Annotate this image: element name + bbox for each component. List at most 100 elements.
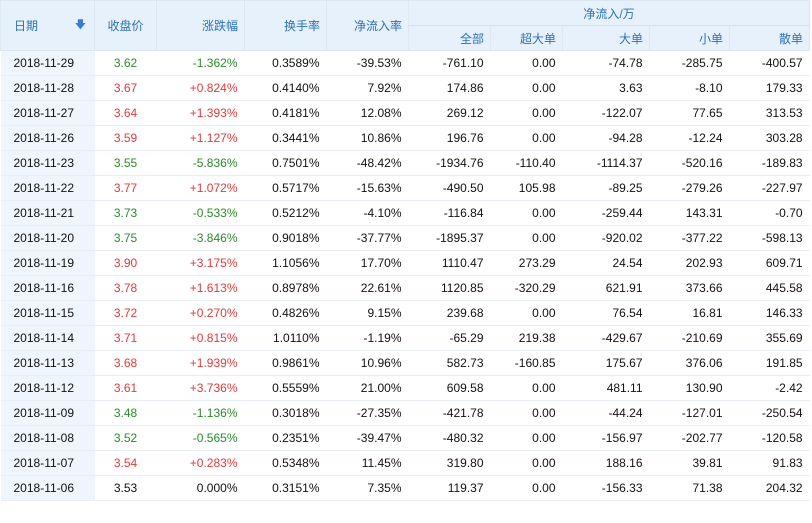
- change-cell: +0.815%: [156, 325, 245, 351]
- super-column-header[interactable]: 超大单: [490, 25, 563, 51]
- date-column-header[interactable]: 日期 🡇: [0, 0, 95, 51]
- large-column-header[interactable]: 大单: [562, 25, 650, 51]
- net-retail-cell: -120.58: [729, 425, 810, 451]
- net-rate-cell: -4.10%: [326, 200, 409, 226]
- net-super-cell: -320.29: [490, 275, 563, 301]
- net-small-cell: 39.81: [649, 450, 730, 476]
- net-small-cell: -202.77: [649, 425, 730, 451]
- close-price-cell: 3.77: [94, 175, 157, 201]
- net-rate-column-header[interactable]: 净流入率: [326, 0, 409, 51]
- close-price-cell: 3.73: [94, 200, 157, 226]
- net-large-cell: 481.11: [562, 375, 650, 401]
- net-all-cell: 269.12: [408, 100, 491, 126]
- date-cell: 2018-11-12: [0, 375, 95, 401]
- turnover-cell: 0.5717%: [244, 175, 327, 201]
- net-small-cell: -12.24: [649, 125, 730, 151]
- turnover-cell: 0.4140%: [244, 75, 327, 101]
- net-small-cell: 373.66: [649, 275, 730, 301]
- net-all-cell: 1110.47: [408, 250, 491, 276]
- date-cell: 2018-11-19: [0, 250, 95, 276]
- turnover-column-header[interactable]: 换手率: [244, 0, 327, 51]
- net-small-cell: 143.31: [649, 200, 730, 226]
- net-super-cell: 0.00: [490, 125, 563, 151]
- net-retail-cell: 146.33: [729, 300, 810, 326]
- table-row: 2018-11-28 3.67 +0.824% 0.4140% 7.92% 174.86 0…: [0, 75, 810, 101]
- net-small-cell: -127.01: [649, 400, 730, 426]
- net-large-cell: -156.33: [562, 475, 650, 501]
- date-cell: 2018-11-14: [0, 325, 95, 351]
- date-cell: 2018-11-09: [0, 400, 95, 426]
- table-row: 2018-11-20 3.75 -3.846% 0.9018% -37.77% -1895…: [0, 225, 810, 251]
- net-small-cell: -520.16: [649, 150, 730, 176]
- change-cell: -0.565%: [156, 425, 245, 451]
- close-price-cell: 3.55: [94, 150, 157, 176]
- turnover-cell: 0.3589%: [244, 50, 327, 76]
- net-small-cell: 130.90: [649, 375, 730, 401]
- close-price-cell: 3.67: [94, 75, 157, 101]
- change-cell: -1.136%: [156, 400, 245, 426]
- change-cell: +1.072%: [156, 175, 245, 201]
- date-cell: 2018-11-06: [0, 475, 95, 501]
- close-price-cell: 3.72: [94, 300, 157, 326]
- close-price-cell: 3.54: [94, 450, 157, 476]
- net-rate-cell: 17.70%: [326, 250, 409, 276]
- net-all-cell: 239.68: [408, 300, 491, 326]
- net-super-cell: 0.00: [490, 450, 563, 476]
- table-row: 2018-11-06 3.53 0.000% 0.3151% 7.35% 119.37 0.…: [0, 475, 810, 501]
- close-price-cell: 3.68: [94, 350, 157, 376]
- change-cell: +0.824%: [156, 75, 245, 101]
- turnover-cell: 1.0110%: [244, 325, 327, 351]
- net-small-cell: 202.93: [649, 250, 730, 276]
- close-price-cell: 3.61: [94, 375, 157, 401]
- close-price-cell: 3.48: [94, 400, 157, 426]
- turnover-cell: 0.4826%: [244, 300, 327, 326]
- small-column-header[interactable]: 小单: [649, 25, 730, 51]
- date-cell: 2018-11-16: [0, 275, 95, 301]
- close-price-cell: 3.59: [94, 125, 157, 151]
- date-cell: 2018-11-23: [0, 150, 95, 176]
- net-super-cell: 105.98: [490, 175, 563, 201]
- net-retail-cell: 609.71: [729, 250, 810, 276]
- net-all-cell: -1895.37: [408, 225, 491, 251]
- fund-flow-table: 日期 🡇 收盘价 涨跌幅 换手率 净流入率 净流入/万 全部 超大单 大单 小单…: [0, 0, 811, 501]
- table-row: 2018-11-21 3.73 -0.533% 0.5212% -4.10% -116.8…: [0, 200, 810, 226]
- net-rate-cell: 9.15%: [326, 300, 409, 326]
- net-retail-cell: 191.85: [729, 350, 810, 376]
- net-retail-cell: -400.57: [729, 50, 810, 76]
- date-cell: 2018-11-29: [0, 50, 95, 76]
- all-column-header[interactable]: 全部: [408, 25, 491, 51]
- table-body: 2018-11-29 3.62 -1.362% 0.3589% -39.53% -761.…: [0, 50, 810, 501]
- net-small-cell: -279.26: [649, 175, 730, 201]
- turnover-cell: 0.8978%: [244, 275, 327, 301]
- net-rate-cell: 10.96%: [326, 350, 409, 376]
- net-large-cell: -259.44: [562, 200, 650, 226]
- close-column-header[interactable]: 收盘价: [94, 0, 157, 51]
- net-retail-cell: -227.97: [729, 175, 810, 201]
- net-large-cell: 76.54: [562, 300, 650, 326]
- change-cell: -1.362%: [156, 50, 245, 76]
- change-cell: +3.736%: [156, 375, 245, 401]
- table-row: 2018-11-08 3.52 -0.565% 0.2351% -39.47% -480.…: [0, 425, 810, 451]
- close-price-cell: 3.52: [94, 425, 157, 451]
- net-rate-cell: 12.08%: [326, 100, 409, 126]
- net-large-cell: 24.54: [562, 250, 650, 276]
- table-row: 2018-11-19 3.90 +3.175% 1.1056% 17.70% 1110.4…: [0, 250, 810, 276]
- net-all-cell: 119.37: [408, 475, 491, 501]
- change-cell: +0.283%: [156, 450, 245, 476]
- net-large-cell: -156.97: [562, 425, 650, 451]
- net-super-cell: 273.29: [490, 250, 563, 276]
- net-super-cell: 0.00: [490, 375, 563, 401]
- net-rate-cell: -37.77%: [326, 225, 409, 251]
- sort-down-arrow-icon[interactable]: 🡇: [74, 19, 86, 31]
- net-super-cell: 0.00: [490, 475, 563, 501]
- table-row: 2018-11-14 3.71 +0.815% 1.0110% -1.19% -65.29…: [0, 325, 810, 351]
- net-all-cell: -490.50: [408, 175, 491, 201]
- net-large-cell: -74.78: [562, 50, 650, 76]
- net-rate-cell: 7.92%: [326, 75, 409, 101]
- change-column-header[interactable]: 涨跌幅: [156, 0, 245, 51]
- net-large-cell: -1114.37: [562, 150, 650, 176]
- retail-column-header[interactable]: 散单: [728, 25, 811, 51]
- net-super-cell: -160.85: [490, 350, 563, 376]
- table-row: 2018-11-15 3.72 +0.270% 0.4826% 9.15% 239.68 0…: [0, 300, 810, 326]
- date-cell: 2018-11-22: [0, 175, 95, 201]
